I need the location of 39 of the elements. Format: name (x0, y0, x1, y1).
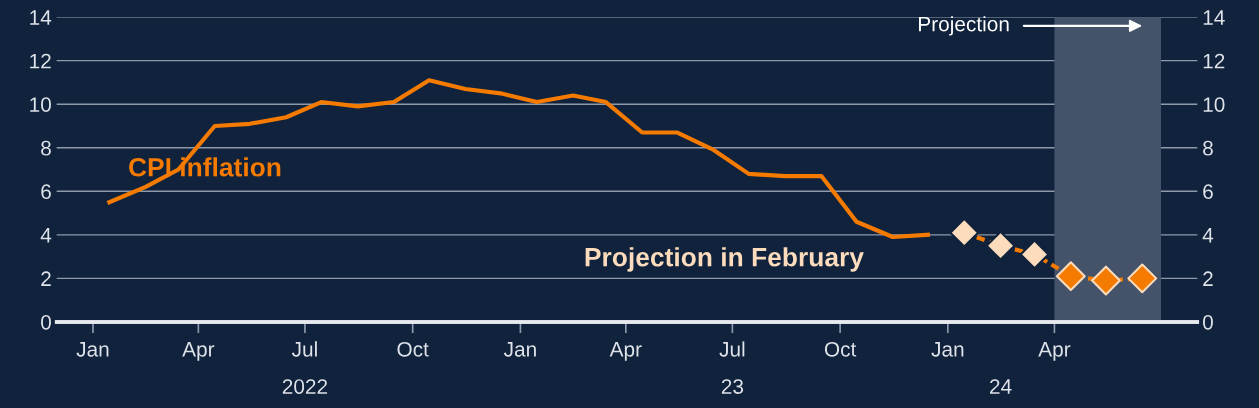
x-tick-label: Jul (719, 341, 745, 357)
x-tick-label: Oct (824, 341, 857, 357)
y2-tick-label: 6 (1203, 184, 1213, 200)
x-tick-label: Apr (609, 342, 642, 361)
point (949, 217, 980, 248)
y2-tick-label: 2 (1203, 271, 1213, 286)
y2-tick-label: 8 (1203, 140, 1213, 156)
y-tick-label: 8 (41, 140, 51, 156)
line-series (107, 78, 931, 240)
y2-tick-label: 4 (1202, 228, 1214, 243)
y-tick-label: 0 (41, 314, 51, 330)
x-tick-label: Jan (931, 342, 964, 357)
y2-tick-label: 0 (1202, 314, 1213, 330)
x-tick-label: Jan (503, 342, 536, 357)
y2-tick-label: 12 (1203, 53, 1225, 69)
x-tick-label: Apr (1038, 342, 1071, 361)
x-tick-label: Jul (291, 341, 317, 357)
point (1055, 261, 1086, 292)
y2-tick-label: 10 (1203, 97, 1225, 112)
y-tick-label: 12 (30, 53, 51, 69)
text: Projection in February (585, 247, 864, 272)
point (985, 230, 1016, 261)
x-tick-label: Oct (397, 341, 429, 357)
x2-tick-label: 24 (990, 379, 1012, 394)
y-tick-label: 2 (41, 271, 51, 286)
y-tick-label: 14 (30, 10, 52, 25)
point (1127, 263, 1158, 294)
point (1019, 239, 1050, 270)
x2-tick-label: 23 (721, 379, 744, 394)
series-label: CPI inflation (129, 157, 281, 177)
x2-tick-label: 2022 (282, 379, 328, 394)
y-tick-label: 4 (40, 228, 52, 243)
band-label: Projection (919, 16, 1009, 36)
y2-tick-label: 14 (1203, 10, 1225, 25)
x-tick-label: Jan (76, 342, 109, 357)
y-tick-label: 10 (30, 97, 51, 112)
y-tick-label: 6 (41, 184, 51, 200)
point (1091, 265, 1121, 296)
x-tick-label: Apr (182, 342, 215, 361)
